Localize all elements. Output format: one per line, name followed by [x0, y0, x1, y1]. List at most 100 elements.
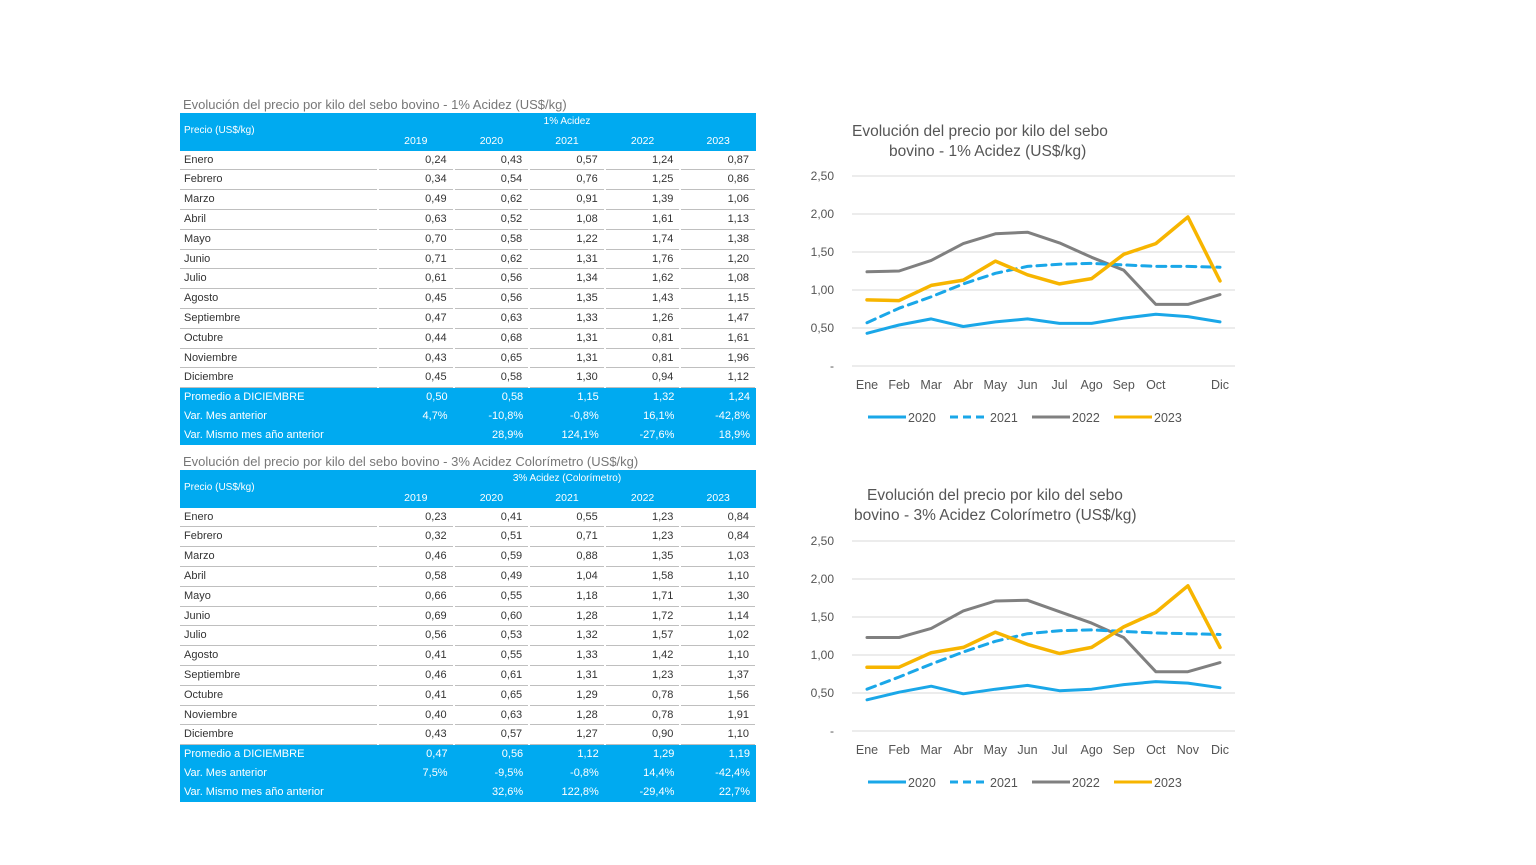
- summary-label: Var. Mes anterior: [180, 763, 378, 783]
- table-cell: 1,91: [680, 705, 758, 726]
- y-tick-label: 1,50: [811, 245, 835, 259]
- table-cell: 0,41: [378, 685, 455, 706]
- table-cell: 0,51: [453, 526, 531, 548]
- table-cell: 0,66: [378, 586, 455, 607]
- table1-year-2019: 2019: [378, 131, 454, 151]
- x-tick-label: Mar: [920, 743, 942, 757]
- table-cell: 0,59: [453, 546, 531, 567]
- table-cell: 0,62: [453, 249, 531, 270]
- table-cell: 1,33: [529, 308, 606, 329]
- table2-year-2020: 2020: [453, 488, 530, 508]
- table-cell: 1,02: [680, 625, 758, 647]
- summary-cell: -9,5%: [453, 763, 530, 783]
- row-label: Noviembre: [180, 705, 379, 726]
- y-tick-label: -: [830, 359, 834, 373]
- table-cell: 0,63: [453, 308, 531, 329]
- x-tick-label: Oct: [1146, 378, 1166, 392]
- row-label: Agosto: [180, 288, 379, 309]
- table-cell: 1,23: [604, 507, 682, 528]
- y-tick-label: 2,50: [811, 169, 835, 183]
- table-cell: 1,20: [680, 249, 757, 270]
- x-tick-label: Mar: [920, 378, 942, 392]
- x-tick-label: Oct: [1146, 743, 1166, 757]
- table-row: Mayo 0,70 0,58 1,22 1,74 1,38: [180, 229, 757, 250]
- price-table-1pct: Precio (US$/kg) 1% Acidez 2019 2020 2021 20…: [180, 113, 757, 445]
- legend-label-2023: 2023: [1154, 776, 1182, 790]
- table-cell: 0,63: [453, 705, 531, 726]
- row-label: Septiembre: [180, 308, 379, 329]
- y-tick-label: 0,50: [811, 321, 835, 335]
- table-row: Julio 0,61 0,56 1,34 1,62 1,08: [180, 268, 757, 290]
- table-row: Abril 0,63 0,52 1,08 1,61 1,13: [180, 209, 757, 230]
- table-cell: 1,31: [529, 348, 606, 369]
- table-cell: 0,87: [680, 150, 757, 171]
- summary-cell: [378, 782, 454, 802]
- legend-label-2021: 2021: [990, 411, 1018, 425]
- table1-year-2022: 2022: [604, 131, 681, 151]
- series-line-2022: [865, 598, 1222, 674]
- table-cell: 1,10: [680, 645, 758, 666]
- summary-row: Var. Mes anterior 7,5% -9,5% -0,8% 14,4% -42,…: [180, 763, 757, 783]
- table-cell: 1,35: [604, 546, 682, 567]
- summary-cell: 0,47: [378, 744, 454, 764]
- table-cell: 0,45: [378, 288, 455, 309]
- summary-row: Var. Mismo mes año anterior 28,9% 124,1% -2…: [180, 425, 756, 445]
- summary-cell: 32,6%: [453, 782, 530, 802]
- chart2-line-chart: 2,50 2,00 1,50 1,00 0,50 - Ene Feb Mar Abr May Jun J…: [811, 534, 1235, 790]
- row-label: Mayo: [180, 229, 379, 250]
- table-cell: 1,08: [680, 268, 757, 290]
- row-label: Octubre: [180, 685, 379, 706]
- table-cell: 0,43: [378, 724, 455, 746]
- table-cell: 0,76: [529, 169, 606, 191]
- table-cell: 1,38: [680, 229, 757, 250]
- table-cell: 1,28: [529, 705, 606, 726]
- table-cell: 0,70: [378, 229, 455, 250]
- table-cell: 1,25: [604, 169, 682, 191]
- row-label: Enero: [180, 507, 379, 528]
- table-cell: 1,24: [604, 150, 682, 171]
- table-cell: 0,43: [378, 348, 455, 369]
- summary-cell: 22,7%: [680, 782, 757, 802]
- table1-year-row: 2019 2020 2021 2022 2023: [180, 131, 756, 151]
- table-row: Enero 0,23 0,41 0,55 1,23 0,84: [180, 507, 758, 528]
- chart2-title-line2: bovino - 3% Acidez Colorímetro (US$/kg): [854, 507, 1137, 524]
- table-row: Enero 0,24 0,43 0,57 1,24 0,87: [180, 150, 757, 171]
- table-cell: 0,71: [529, 526, 606, 548]
- table1-year-2021: 2021: [529, 131, 605, 151]
- row-label: Marzo: [180, 189, 379, 210]
- table-cell: 1,23: [604, 526, 682, 548]
- table-cell: 1,58: [604, 566, 682, 587]
- summary-cell: -27,6%: [604, 425, 681, 445]
- summary-cell: 0,50: [378, 387, 454, 407]
- table-cell: 1,29: [529, 685, 606, 706]
- y-tick-label: 1,00: [811, 648, 835, 662]
- table-cell: 0,90: [604, 724, 682, 746]
- table-cell: 1,23: [604, 665, 682, 686]
- x-tick-label: Feb: [888, 743, 910, 757]
- x-tick-label: May: [984, 743, 1008, 757]
- y-tick-label: 0,50: [811, 686, 835, 700]
- legend-label-2021: 2021: [990, 776, 1018, 790]
- summary-cell: 1,32: [604, 387, 681, 407]
- table-cell: 0,91: [529, 189, 606, 210]
- y-tick-label: 1,50: [811, 610, 835, 624]
- legend-label-2023: 2023: [1154, 411, 1182, 425]
- table-row: Abril 0,58 0,49 1,04 1,58 1,10: [180, 566, 758, 587]
- table-cell: 1,74: [604, 229, 682, 250]
- table-row: Junio 0,71 0,62 1,31 1,76 1,20: [180, 249, 757, 270]
- table-cell: 1,10: [680, 566, 758, 587]
- table-cell: 1,33: [529, 645, 606, 666]
- y-tick-label: 2,50: [811, 534, 835, 548]
- table-cell: 0,40: [378, 705, 455, 726]
- table-row: Marzo 0,46 0,59 0,88 1,35 1,03: [180, 546, 758, 567]
- table-cell: 0,55: [453, 586, 531, 607]
- row-label: Febrero: [180, 526, 379, 548]
- x-tick-label: Jul: [1052, 743, 1068, 757]
- table-row: Julio 0,56 0,53 1,32 1,57 1,02: [180, 625, 758, 647]
- table-cell: 1,34: [529, 268, 606, 290]
- table-cell: 0,71: [378, 249, 455, 270]
- table-cell: 1,71: [604, 586, 682, 607]
- table-cell: 0,60: [453, 606, 531, 627]
- table-cell: 1,04: [529, 566, 606, 587]
- summary-cell: 28,9%: [453, 425, 530, 445]
